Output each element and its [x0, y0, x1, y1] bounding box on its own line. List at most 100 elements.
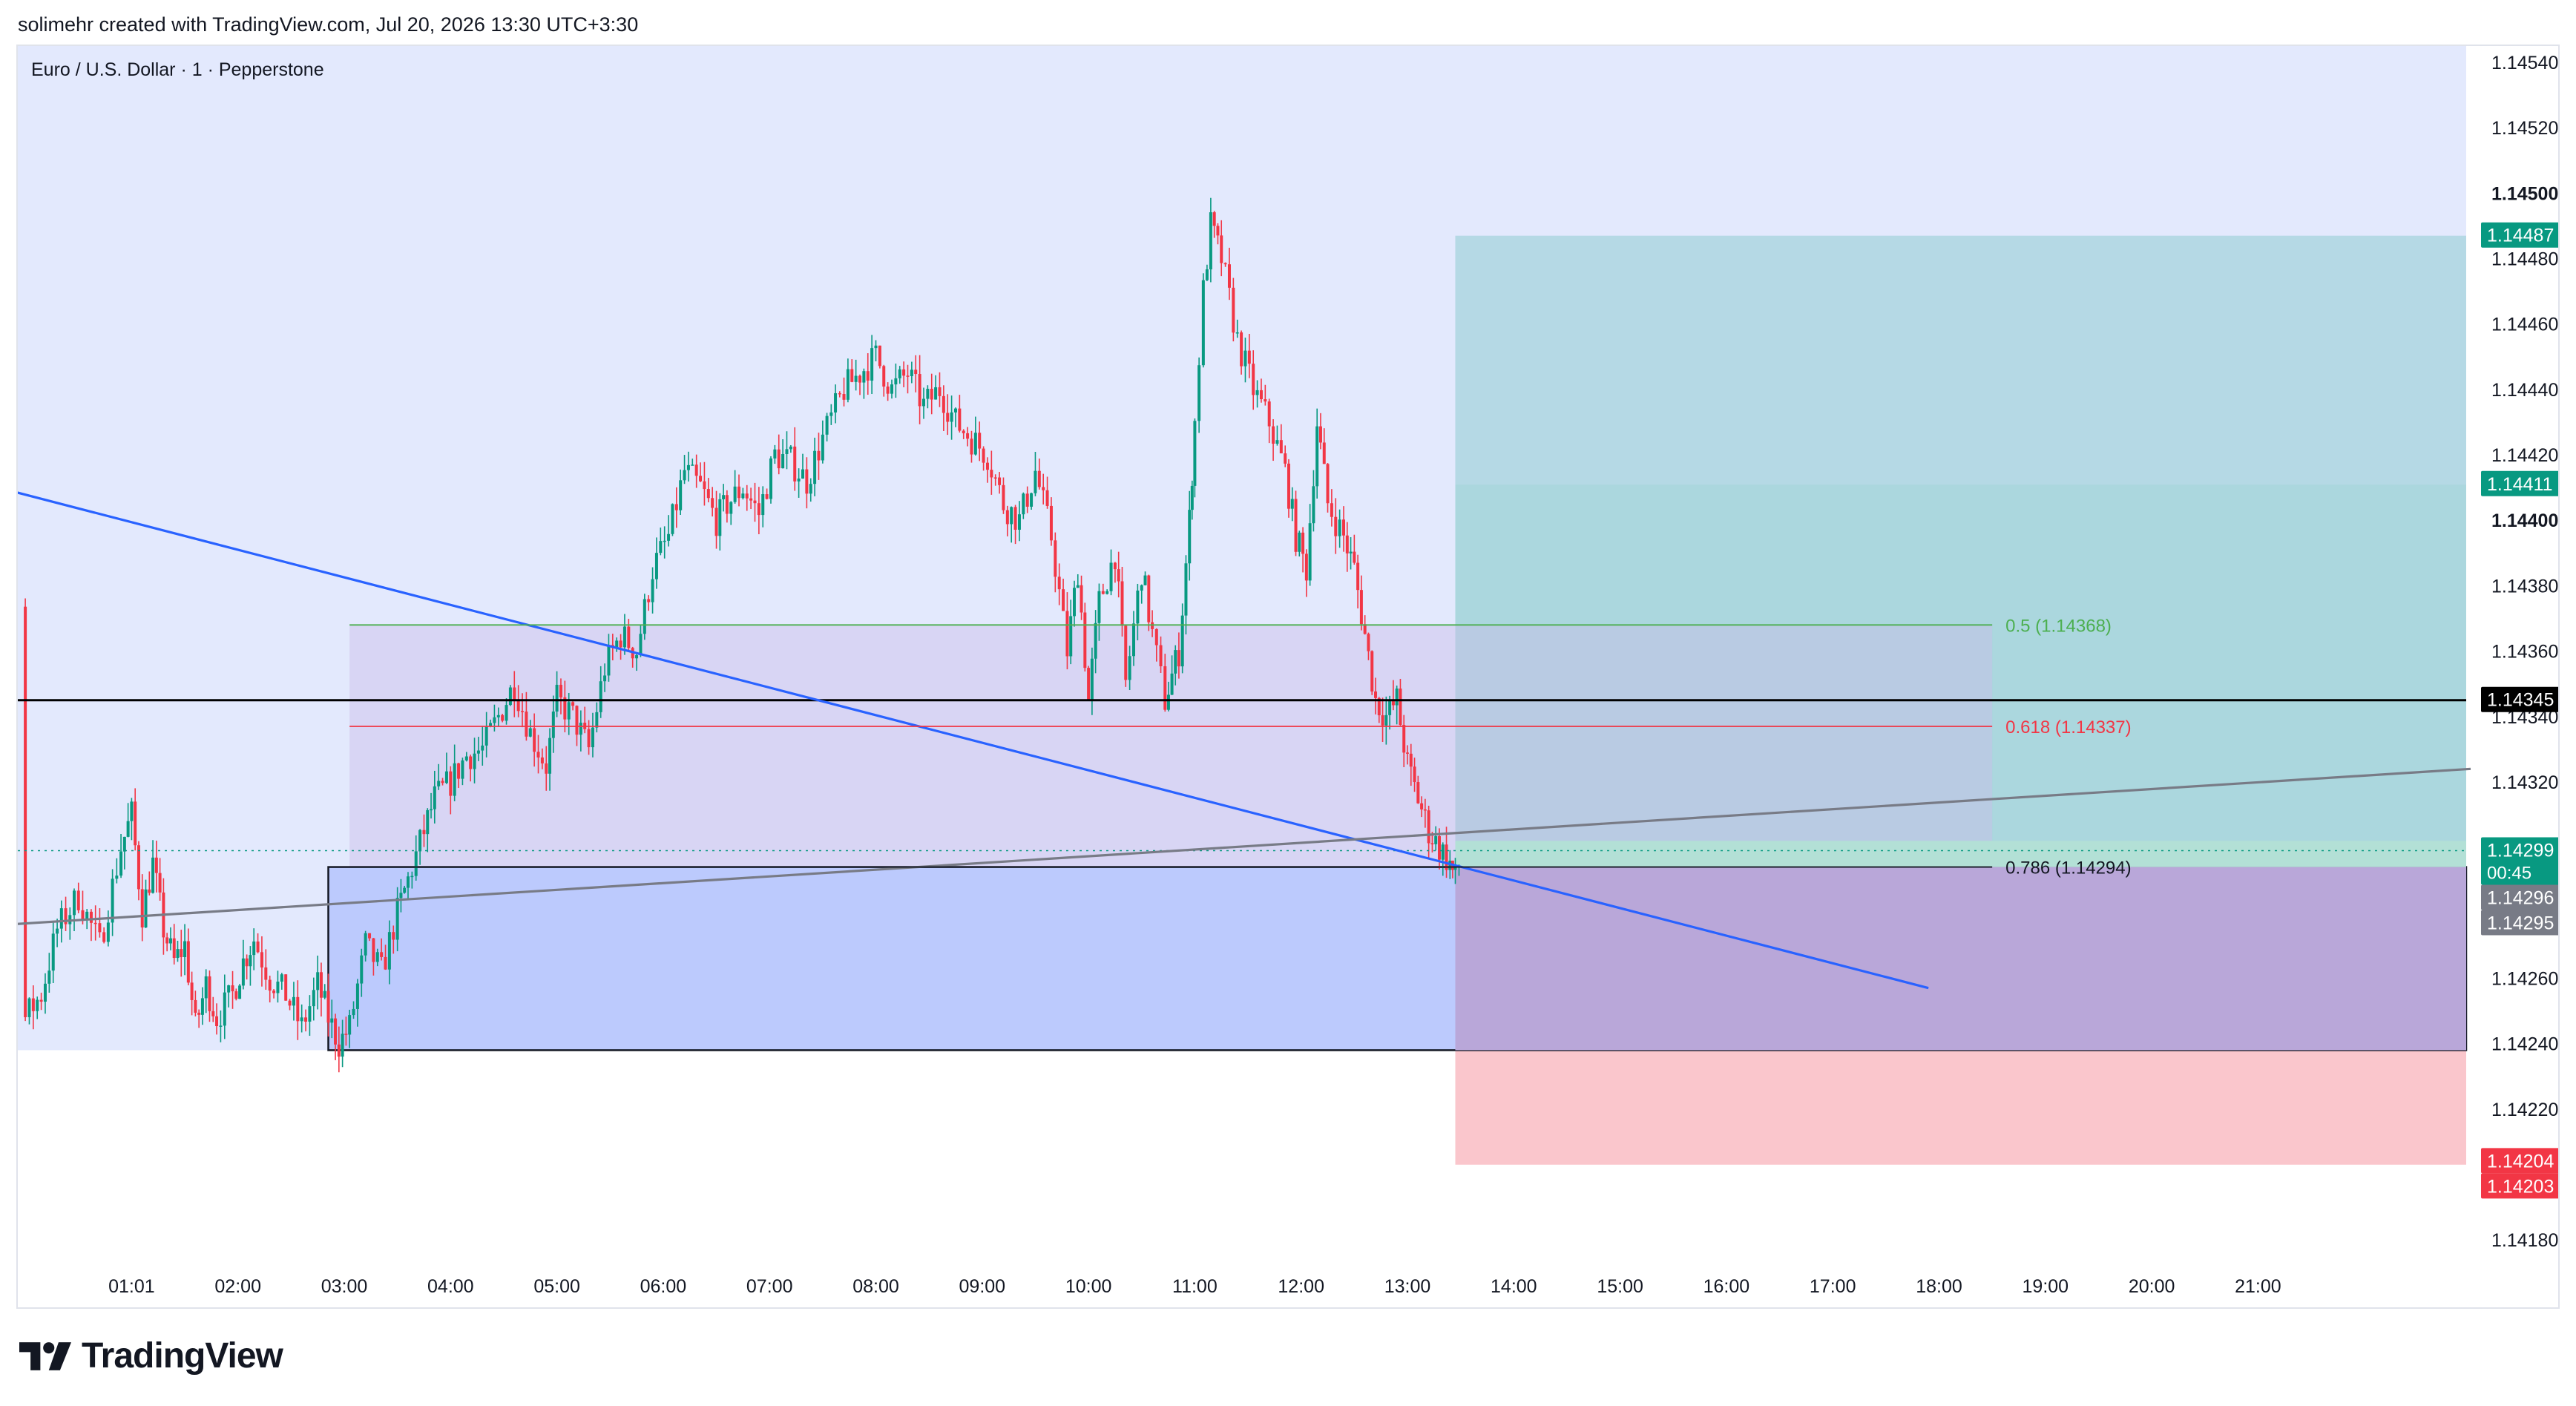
candle-body: [683, 470, 686, 481]
price-badge-label: 1.14204: [2487, 1151, 2554, 1172]
candle-body: [575, 706, 579, 735]
candle-body: [793, 446, 797, 482]
price-badge: [2481, 884, 2558, 910]
price-chart[interactable]: 0.5 (1.14368) 0.618 (1.14337) 0.786 (1.142…: [18, 46, 2558, 1307]
fib-label-2: 0.618 (1.14337): [2005, 717, 2131, 738]
candle-body: [489, 723, 493, 726]
candle-body: [1174, 650, 1177, 674]
candle-body: [1318, 426, 1322, 443]
candle-body: [219, 1025, 223, 1027]
candle-body: [1190, 485, 1194, 510]
candle-body: [1132, 623, 1136, 657]
tradingview-brand: TradingView: [82, 1336, 283, 1376]
candle-body: [76, 890, 80, 910]
candle-body: [130, 801, 134, 821]
candle-body: [1034, 470, 1037, 493]
candle-body: [508, 687, 512, 706]
candle-body: [256, 941, 260, 953]
candle-body: [481, 745, 484, 751]
candle-body: [384, 956, 387, 970]
candle-body: [115, 876, 119, 879]
candle-body: [252, 941, 256, 956]
candle-body: [737, 486, 741, 499]
candle-body: [1120, 581, 1124, 626]
candle-body: [1105, 591, 1109, 594]
candle-body: [1140, 585, 1143, 591]
candle-body: [1220, 235, 1223, 263]
tradingview-logo[interactable]: TradingView: [19, 1336, 283, 1376]
candle-body: [619, 640, 622, 648]
candle-body: [910, 369, 913, 376]
candle-body: [1441, 844, 1445, 860]
candle-body: [1272, 426, 1275, 444]
candle-body: [555, 684, 559, 712]
price-badge-label: 1.14345: [2487, 690, 2554, 711]
candle-body: [1076, 585, 1080, 588]
candle-body: [36, 999, 39, 1011]
x-tick-label: 11:00: [1172, 1276, 1218, 1297]
trendline-1[interactable]: [18, 471, 1929, 990]
candle-body: [571, 702, 575, 706]
candle-body: [817, 450, 821, 461]
candle-body: [106, 922, 110, 942]
candle-body: [288, 1000, 292, 1006]
candle-body: [781, 453, 785, 469]
candle-body: [516, 700, 520, 712]
candle-body: [595, 712, 599, 728]
candle-body: [785, 449, 789, 454]
candle-body: [194, 999, 197, 1013]
price-badge: [2481, 470, 2558, 496]
x-tick-label: 13:00: [1384, 1276, 1431, 1297]
candle-body: [300, 1017, 303, 1022]
candle-body: [1377, 697, 1381, 716]
candle-body: [777, 449, 781, 469]
candle-body: [197, 1012, 201, 1015]
y-tick-label: 1.14380: [2491, 576, 2558, 597]
candle-body: [426, 809, 430, 835]
candle-body: [457, 763, 461, 779]
candle-body: [846, 369, 850, 400]
x-tick-label: 17:00: [1810, 1276, 1856, 1297]
candle-body: [962, 430, 965, 433]
candle-body: [85, 911, 89, 921]
candle-body: [1402, 724, 1406, 753]
x-tick-label: 06:00: [640, 1276, 687, 1297]
candle-body: [249, 955, 252, 967]
candle-body: [473, 753, 476, 769]
x-tick-label: 07:00: [746, 1276, 793, 1297]
candle-body: [1304, 553, 1308, 581]
candle-body: [757, 503, 760, 516]
candle-body: [140, 889, 144, 928]
y-tick-label: 1.14420: [2491, 445, 2558, 466]
candle-body: [1083, 612, 1087, 668]
candle-body: [711, 498, 714, 508]
candle-body: [993, 477, 997, 479]
x-tick-label: 12:00: [1278, 1276, 1324, 1297]
candle-body: [364, 933, 367, 956]
candle-body: [260, 952, 263, 968]
candle-body: [1349, 551, 1353, 553]
target-zone-1[interactable]: [1455, 235, 2466, 484]
candle-body: [352, 1008, 355, 1016]
candle-body: [422, 830, 426, 835]
candle-body: [749, 498, 753, 501]
zone-overlap: [1455, 867, 2466, 1051]
chart-panel[interactable]: 0.5 (1.14368) 0.618 (1.14337) 0.786 (1.142…: [16, 45, 2560, 1309]
candle-body: [1205, 269, 1209, 280]
candle-body: [1090, 658, 1094, 700]
candle-body: [464, 756, 468, 761]
candle-body: [296, 996, 300, 1022]
candle-body: [821, 434, 824, 461]
candle-body: [461, 760, 464, 779]
candle-body: [729, 502, 733, 514]
fib-area[interactable]: [349, 625, 1993, 867]
candle-body: [304, 1017, 308, 1022]
candle-body: [918, 374, 921, 407]
candle-body: [280, 974, 283, 982]
candle-body: [521, 711, 525, 712]
price-badge: [2481, 222, 2558, 248]
candle-body: [316, 972, 320, 991]
candle-body: [990, 470, 993, 478]
candle-body: [1363, 624, 1367, 634]
trendline-2[interactable]: [18, 767, 2471, 929]
